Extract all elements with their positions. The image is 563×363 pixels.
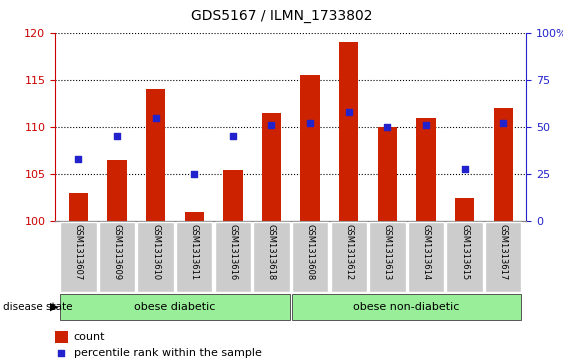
FancyBboxPatch shape [330, 222, 367, 291]
FancyBboxPatch shape [369, 222, 405, 291]
Bar [378, 127, 397, 221]
Point [267, 122, 276, 128]
Text: GSM1313612: GSM1313612 [344, 224, 353, 280]
Point [499, 121, 508, 126]
Text: percentile rank within the sample: percentile rank within the sample [74, 348, 262, 358]
FancyBboxPatch shape [215, 222, 251, 291]
Point [422, 122, 431, 128]
Bar [108, 160, 127, 221]
FancyBboxPatch shape [60, 222, 96, 291]
Text: GSM1313615: GSM1313615 [460, 224, 469, 280]
Point [460, 166, 469, 171]
FancyBboxPatch shape [446, 222, 482, 291]
Bar [55, 331, 68, 343]
Text: GSM1313618: GSM1313618 [267, 224, 276, 280]
Bar [339, 42, 359, 221]
Text: GSM1313609: GSM1313609 [113, 224, 122, 280]
Text: GSM1313608: GSM1313608 [306, 224, 315, 280]
FancyBboxPatch shape [253, 222, 289, 291]
FancyBboxPatch shape [485, 222, 521, 291]
Text: GSM1313613: GSM1313613 [383, 224, 392, 280]
Bar [69, 193, 88, 221]
Point [57, 350, 66, 356]
Bar [223, 170, 243, 221]
Text: obese diabetic: obese diabetic [134, 302, 216, 312]
Text: disease state: disease state [3, 302, 72, 312]
FancyBboxPatch shape [176, 222, 212, 291]
Point [190, 171, 199, 177]
Text: obese non-diabetic: obese non-diabetic [354, 302, 460, 312]
Bar [455, 198, 474, 221]
FancyBboxPatch shape [99, 222, 135, 291]
Point [383, 124, 392, 130]
Bar [146, 89, 166, 221]
FancyBboxPatch shape [60, 294, 289, 320]
FancyBboxPatch shape [408, 222, 444, 291]
Bar [301, 75, 320, 221]
Point [344, 109, 353, 115]
Text: GSM1313617: GSM1313617 [499, 224, 508, 280]
Point [113, 134, 122, 139]
FancyBboxPatch shape [292, 222, 328, 291]
FancyBboxPatch shape [292, 294, 521, 320]
Bar [494, 108, 513, 221]
Text: GDS5167 / ILMN_1733802: GDS5167 / ILMN_1733802 [191, 9, 372, 23]
Point [229, 134, 238, 139]
Bar [416, 118, 436, 221]
Text: GSM1313616: GSM1313616 [229, 224, 238, 280]
Text: GSM1313607: GSM1313607 [74, 224, 83, 280]
FancyBboxPatch shape [137, 222, 174, 291]
Text: count: count [74, 332, 105, 342]
Text: GSM1313610: GSM1313610 [151, 224, 160, 280]
Text: GSM1313614: GSM1313614 [422, 224, 431, 280]
Text: GSM1313611: GSM1313611 [190, 224, 199, 280]
Point [151, 115, 160, 121]
Bar [262, 113, 281, 221]
Text: ▶: ▶ [50, 302, 58, 312]
Point [74, 156, 83, 162]
Point [306, 121, 315, 126]
Bar [185, 212, 204, 221]
